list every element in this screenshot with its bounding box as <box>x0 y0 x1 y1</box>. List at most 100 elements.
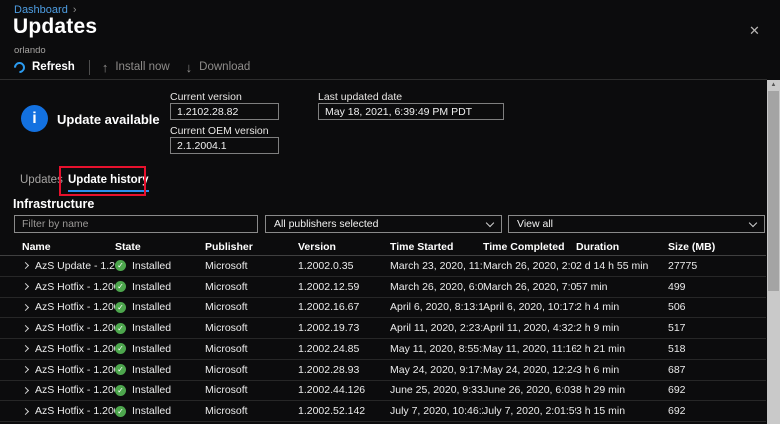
size-cell: 692 <box>668 384 686 397</box>
column-header-size[interactable]: Size (MB) <box>668 241 716 253</box>
breadcrumb-link[interactable]: Dashboard <box>14 4 68 16</box>
size-cell: 517 <box>668 322 686 335</box>
close-icon[interactable]: ✕ <box>749 23 760 38</box>
state-label: Installed <box>132 342 172 355</box>
version-cell: 1.2002.12.59 <box>298 280 360 293</box>
time-started-cell: April 11, 2020, 2:23:2... <box>390 322 483 335</box>
expand-chevron-icon[interactable] <box>22 345 30 353</box>
expand-chevron-icon[interactable] <box>22 283 30 291</box>
filter-by-name-input[interactable] <box>14 215 258 233</box>
vertical-scrollbar[interactable]: ▲ <box>767 80 780 424</box>
installed-check-icon: ✓ <box>115 343 126 355</box>
time-completed-cell: May 11, 2020, 11:16:4... <box>483 342 576 355</box>
current-version-label: Current version <box>170 91 242 103</box>
row-name-cell[interactable]: AzS Hotfix - 1.2002... <box>22 405 115 417</box>
update-name: AzS Update - 1.20... <box>35 259 115 272</box>
version-cell: 1.2002.44.126 <box>298 384 366 397</box>
time-completed-cell: March 26, 2020, 7:01:... <box>483 280 576 293</box>
size-cell: 506 <box>668 301 686 314</box>
table-body: AzS Update - 1.20... ✓ Installed Microso… <box>0 256 766 422</box>
row-name-cell[interactable]: AzS Hotfix - 1.2002... <box>22 301 115 313</box>
table-row[interactable]: AzS Hotfix - 1.2002... ✓ Installed Micro… <box>0 318 766 339</box>
version-cell: 1.2002.28.93 <box>298 363 360 376</box>
row-name-cell[interactable]: AzS Hotfix - 1.2002... <box>22 364 115 376</box>
refresh-button[interactable]: Refresh <box>11 59 75 75</box>
state-label: Installed <box>132 384 172 397</box>
time-completed-cell: June 26, 2020, 6:03:06... <box>483 384 576 397</box>
download-button[interactable]: ↓ Download <box>186 60 251 75</box>
installed-check-icon: ✓ <box>115 281 126 293</box>
publishers-dropdown-value: All publishers selected <box>274 218 379 230</box>
row-name-cell[interactable]: AzS Hotfix - 1.2002... <box>22 343 115 355</box>
row-name-cell[interactable]: AzS Hotfix - 1.2002... <box>22 281 115 293</box>
size-cell: 687 <box>668 363 686 376</box>
table-row[interactable]: AzS Hotfix - 1.2002... ✓ Installed Micro… <box>0 339 766 360</box>
upload-arrow-icon: ↑ <box>101 59 109 75</box>
last-updated-date-value: May 18, 2021, 6:39:49 PM PDT <box>318 103 504 120</box>
time-completed-cell: April 6, 2020, 10:17:3... <box>483 301 576 314</box>
column-header-time-completed[interactable]: Time Completed <box>483 241 565 253</box>
update-name: AzS Hotfix - 1.2002... <box>35 280 115 293</box>
time-completed-cell: March 26, 2020, 2:00:... <box>483 259 576 272</box>
publisher-cell: Microsoft <box>205 259 248 272</box>
row-name-cell[interactable]: AzS Hotfix - 1.2002... <box>22 322 115 334</box>
expand-chevron-icon[interactable] <box>22 407 30 415</box>
publishers-dropdown[interactable]: All publishers selected <box>265 215 502 233</box>
column-header-version[interactable]: Version <box>298 241 336 253</box>
state-label: Installed <box>132 405 172 418</box>
duration-cell: 3 h 6 min <box>576 363 620 376</box>
column-header-name[interactable]: Name <box>22 241 51 253</box>
table-row[interactable]: AzS Hotfix - 1.2002... ✓ Installed Micro… <box>0 401 766 422</box>
install-now-button[interactable]: ↑ Install now <box>102 60 170 75</box>
version-cell: 1.2002.16.67 <box>298 301 360 314</box>
download-label: Download <box>199 61 251 73</box>
tab-updates[interactable]: Updates <box>20 174 63 186</box>
info-icon: i <box>21 105 48 132</box>
row-state-cell: ✓ Installed <box>115 364 205 376</box>
install-now-label: Install now <box>115 61 170 73</box>
column-header-time-started[interactable]: Time Started <box>390 241 454 253</box>
expand-chevron-icon[interactable] <box>22 303 30 311</box>
duration-cell: 3 h 15 min <box>576 405 626 418</box>
row-name-cell[interactable]: AzS Hotfix - 1.2002... <box>22 384 115 396</box>
column-header-state[interactable]: State <box>115 241 141 253</box>
publisher-cell: Microsoft <box>205 363 248 376</box>
size-cell: 518 <box>668 342 686 355</box>
installed-check-icon: ✓ <box>115 301 126 313</box>
row-state-cell: ✓ Installed <box>115 260 205 272</box>
column-header-duration[interactable]: Duration <box>576 241 620 253</box>
row-state-cell: ✓ Installed <box>115 322 205 334</box>
state-label: Installed <box>132 280 172 293</box>
row-state-cell: ✓ Installed <box>115 384 205 396</box>
table-row[interactable]: AzS Hotfix - 1.2002... ✓ Installed Micro… <box>0 277 766 298</box>
state-label: Installed <box>132 363 172 376</box>
installed-check-icon: ✓ <box>115 364 126 376</box>
version-cell: 1.2002.0.35 <box>298 259 354 272</box>
table-row[interactable]: AzS Hotfix - 1.2002... ✓ Installed Micro… <box>0 360 766 381</box>
time-started-cell: May 11, 2020, 8:55:39... <box>390 342 483 355</box>
expand-chevron-icon[interactable] <box>22 262 30 270</box>
expand-chevron-icon[interactable] <box>22 386 30 394</box>
version-cell: 1.2002.24.85 <box>298 342 360 355</box>
breadcrumb[interactable]: Dashboard › <box>14 4 77 16</box>
table-header-row: Name State Publisher Version Time Starte… <box>0 239 766 256</box>
update-status-label: Update available <box>57 112 160 127</box>
time-started-cell: April 6, 2020, 8:13:12 ... <box>390 301 483 314</box>
tab-update-history[interactable]: Update history <box>68 174 149 192</box>
scrollbar-up-arrow-icon[interactable]: ▲ <box>770 82 777 88</box>
row-state-cell: ✓ Installed <box>115 301 205 313</box>
row-name-cell[interactable]: AzS Update - 1.20... <box>22 260 115 272</box>
toolbar: Refresh ↑ Install now ↓ Download <box>11 56 251 78</box>
toolbar-rule <box>0 79 767 80</box>
expand-chevron-icon[interactable] <box>22 324 30 332</box>
column-header-publisher[interactable]: Publisher <box>205 241 253 253</box>
view-dropdown[interactable]: View all <box>508 215 765 233</box>
table-row[interactable]: AzS Hotfix - 1.2002... ✓ Installed Micro… <box>0 298 766 319</box>
infrastructure-heading: Infrastructure <box>13 197 95 211</box>
table-row[interactable]: AzS Update - 1.20... ✓ Installed Microso… <box>0 256 766 277</box>
publisher-cell: Microsoft <box>205 384 248 397</box>
expand-chevron-icon[interactable] <box>22 366 30 374</box>
update-name: AzS Hotfix - 1.2002... <box>35 322 115 335</box>
scrollbar-thumb[interactable] <box>768 91 779 291</box>
table-row[interactable]: AzS Hotfix - 1.2002... ✓ Installed Micro… <box>0 381 766 402</box>
